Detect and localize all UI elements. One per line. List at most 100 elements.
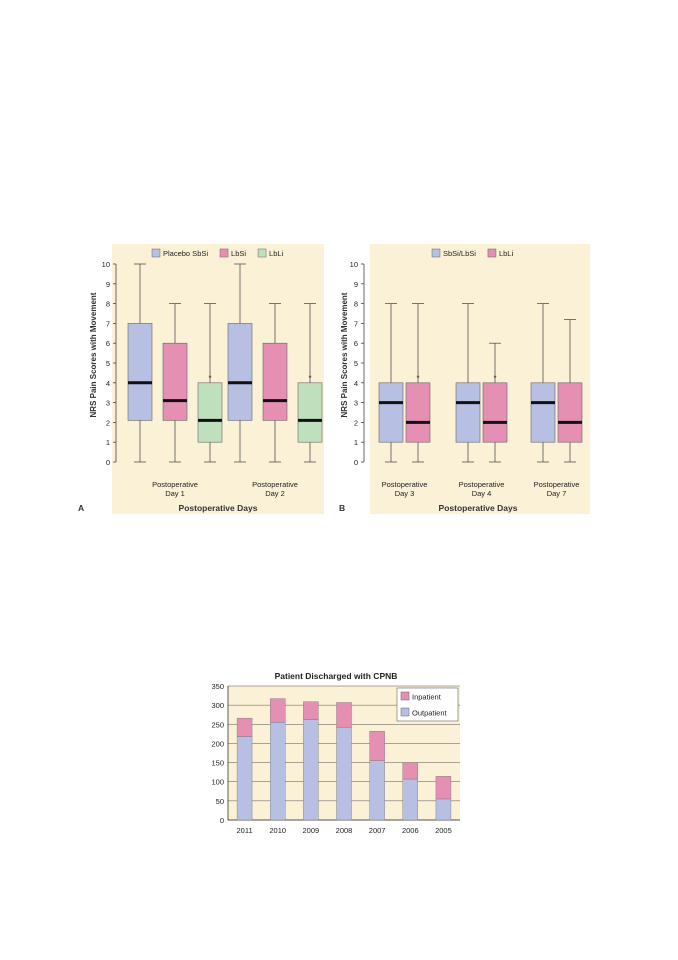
panel-b-y-ticks: 0 1 2 3 4 5 6 7 8 9 10 [350,260,365,467]
group-label-line1: Postoperative [534,480,580,489]
legend-label: LbLi [269,249,284,258]
panelB-tick-label: 6 [354,339,358,348]
panelB-tick-label: 4 [354,379,358,388]
bar-category-label: 2005 [435,826,452,835]
bar-category-label: 2010 [269,826,286,835]
box-iqr [557,382,583,443]
box-iqr [127,323,153,421]
panelA-tick-label: 9 [106,280,110,289]
panel-b-boxes: * * [378,303,583,463]
legend-label: SbSi/LbSi [443,249,476,258]
significance-asterisk: * [308,374,311,383]
panel-a-x-axis-label: Postoperative Days [179,503,258,513]
bar-tick-label: 150 [211,759,224,768]
bar-segment-inpatient [303,701,319,720]
panelB-tick-label: 9 [354,280,358,289]
panel-b-y-axis-label: NRS Pain Scores with Movement [340,292,349,417]
panelA-tick-label: 10 [102,260,110,269]
panel-b-background [370,244,590,514]
panel-b-legend: SbSi/LbSi LbLi [431,248,514,258]
legend-label: LbLi [499,249,514,258]
bar-tick-label: 100 [211,778,224,787]
panelB-tick-label: 7 [354,319,358,328]
legend-label: Placebo SbSi [163,249,208,258]
bar-category-label: 2008 [336,826,353,835]
legend-label: LbSi [231,249,246,258]
panelA-tick-label: 1 [106,438,110,447]
bar-tick-label: 50 [216,797,224,806]
panel-b-x-axis-label: Postoperative Days [439,503,518,513]
bar-tick-label: 200 [211,739,224,748]
box-iqr [297,382,323,443]
panel-a-legend: Placebo SbSi LbSi LbLi [151,248,284,258]
group-label-line2: Day 7 [547,489,567,498]
panelA-tick-label: 8 [106,300,110,309]
bar-segment-outpatient [369,760,385,821]
panelA-tick-label: 0 [106,458,110,467]
legend-swatch [219,248,229,258]
bar-category-label: 2007 [369,826,386,835]
significance-asterisk: * [493,374,496,383]
group-label-line2: Day 4 [472,489,492,498]
panelA-tick-label: 6 [106,339,110,348]
legend-swatch [487,248,497,258]
panelB-tick-label: 1 [354,438,358,447]
panelB-tick-label: 5 [354,359,358,368]
panel-a-letter: A [78,503,84,513]
bar-segment-outpatient [236,736,253,821]
bar-legend-label: Outpatient [412,709,448,718]
bar-legend-swatch [400,691,410,701]
group-label-line1: Postoperative [382,480,428,489]
bar-segment-outpatient [435,798,452,821]
box-iqr [197,382,223,443]
box-iqr [378,382,404,443]
legend-swatch [151,248,161,258]
bar-segment-inpatient [402,762,418,780]
bar-segment-outpatient [336,727,352,821]
box-plot-panel-b: NRS Pain Scores with Movement Postoperat… [339,244,590,514]
bar-category-label: 2011 [237,826,253,835]
bar-category-label: 2009 [303,826,320,835]
panelB-tick-label: 2 [354,418,358,427]
box-iqr [262,342,288,421]
bar-y-ticks: 0 50 100 150 200 250 300 350 [211,682,224,825]
bar-category-label: 2006 [402,826,419,835]
bar-segment-inpatient [236,717,253,737]
panelA-tick-label: 2 [106,418,110,427]
bar-segment-inpatient [435,776,452,800]
bar-chart-title: Patient Discharged with CPNB [275,671,398,681]
bar-series [236,698,452,821]
legend-swatch [257,248,267,258]
bar-tick-label: 300 [211,701,224,710]
bar-segment-outpatient [270,722,286,821]
box-iqr [405,382,431,443]
bar-segment-outpatient [402,778,418,821]
bar-segment-inpatient [270,698,286,723]
bar-x-labels: 2011 2010 2009 2008 2007 2006 2005 [237,826,452,835]
panelB-tick-label: 3 [354,399,358,408]
significance-asterisk: * [208,374,211,383]
panelA-tick-label: 4 [106,379,110,388]
bar-legend-swatch [400,707,410,717]
panelA-tick-label: 5 [106,359,110,368]
bar-tick-label: 250 [211,720,224,729]
bar-legend-label: Inpatient [412,693,442,702]
bar-legend: Inpatient Outpatient [396,687,459,722]
panelB-tick-label: 8 [354,300,358,309]
box-iqr [530,382,556,443]
box-iqr [482,382,508,443]
panel-b-letter: B [339,503,345,513]
panel-a-boxes: * * [127,263,323,463]
bar-segment-inpatient [336,702,352,728]
panelA-tick-label: 3 [106,399,110,408]
bar-segment-inpatient [369,730,385,761]
box-iqr [162,342,188,421]
group-label-line2: Day 2 [265,489,285,498]
group-label-line1: Postoperative [459,480,505,489]
group-label-line1: Postoperative [152,480,198,489]
significance-asterisk: * [416,374,419,383]
group-label-line2: Day 3 [395,489,415,498]
group-label-line2: Day 1 [165,489,185,498]
